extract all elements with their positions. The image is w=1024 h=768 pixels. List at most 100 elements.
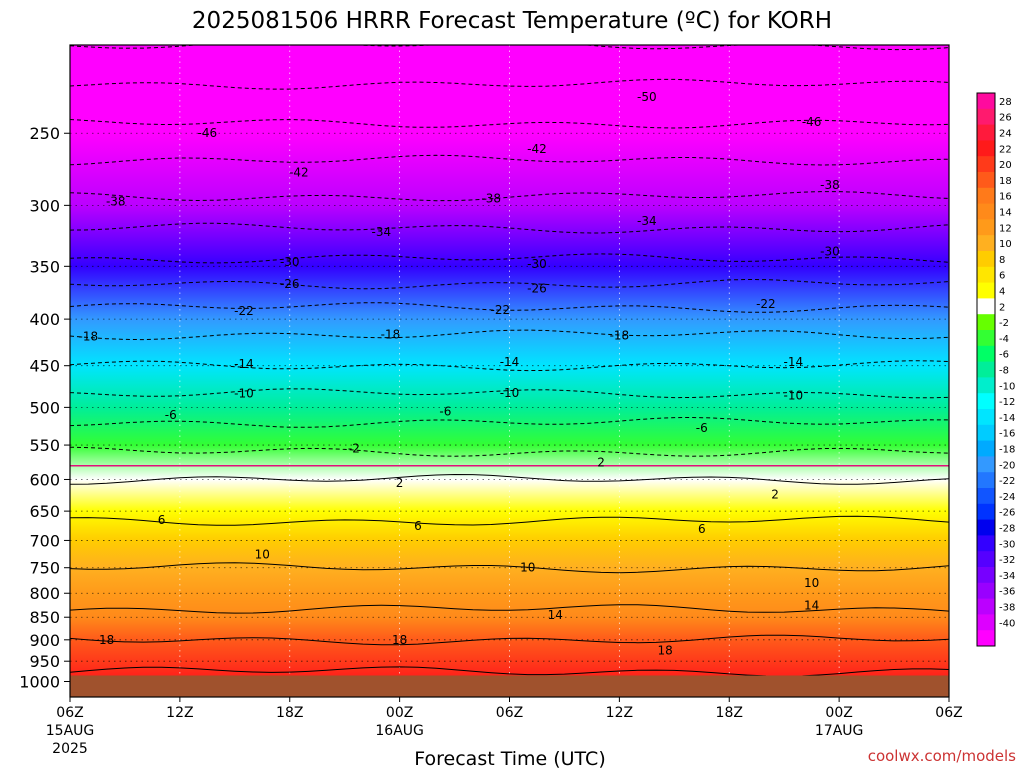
colorbar-label: -30: [999, 539, 1015, 550]
contour-label: -10: [500, 386, 520, 400]
contour-label: -2: [348, 442, 360, 456]
x-tick-label: 06Z: [935, 705, 962, 721]
colorbar-label: -26: [999, 508, 1015, 519]
x-tick-date: 15AUG: [46, 723, 95, 739]
x-tick-label: 18Z: [276, 705, 303, 721]
colorbar-swatch: [977, 503, 995, 521]
colorbar-label: -10: [999, 381, 1015, 392]
y-tick-label: 600: [29, 470, 60, 489]
y-tick-label: 950: [29, 652, 60, 671]
colorbar-label: 26: [999, 113, 1012, 124]
y-tick-label: 700: [29, 531, 60, 550]
contour-label: 2: [597, 456, 605, 470]
colorbar-swatch: [977, 535, 995, 552]
colorbar-label: -24: [999, 492, 1015, 503]
colorbar-swatch: [977, 235, 995, 252]
colorbar-label: 6: [999, 271, 1005, 282]
contour-label: -6: [439, 404, 451, 418]
y-tick-label: 850: [29, 608, 60, 627]
colorbar-swatch: [977, 377, 995, 394]
colorbar-swatch: [977, 203, 995, 220]
x-tick-year: 2025: [52, 741, 88, 757]
colorbar-swatch: [977, 472, 995, 489]
colorbar-label: -6: [999, 350, 1009, 361]
x-tick-date: 17AUG: [815, 723, 864, 739]
colorbar-label: 18: [999, 176, 1012, 187]
colorbar-swatch: [977, 456, 995, 473]
y-tick-label: 450: [29, 357, 60, 376]
colorbar-label: 14: [999, 208, 1012, 219]
contour-label: -30: [280, 255, 300, 269]
contour-label: -34: [637, 214, 657, 228]
contour-label: -34: [372, 225, 392, 239]
y-tick-label: 400: [29, 310, 60, 329]
contour-label: 10: [255, 547, 270, 561]
y-axis: 250 300 350 400 450 500 550 600 650 700 750 800 850 9…: [19, 124, 70, 691]
y-tick-label: 550: [29, 436, 60, 455]
contour-label: 10: [520, 561, 535, 575]
contour-label: 2: [396, 476, 404, 490]
colorbar-label: 16: [999, 192, 1012, 203]
colorbar-label: 20: [999, 160, 1012, 171]
y-tick-label: 300: [29, 196, 60, 215]
y-tick-label: 650: [29, 502, 60, 521]
credit-link[interactable]: coolwx.com/models: [868, 747, 1016, 765]
colorbar-frame: [976, 92, 996, 647]
contour-label: 14: [804, 598, 819, 612]
contour-label: 6: [414, 519, 422, 533]
contour-label: -38: [481, 192, 501, 206]
contour-label: 18: [658, 644, 673, 658]
colorbar-swatch: [977, 298, 995, 315]
colorbar-swatch: [977, 519, 995, 536]
x-tick-label: 06Z: [496, 705, 523, 721]
x-tick-label: 12Z: [166, 705, 193, 721]
colorbar-swatch: [977, 156, 995, 173]
contour-label: 18: [392, 633, 407, 647]
colorbar-swatch: [977, 424, 995, 442]
contour-layer: -50 -46 -46 -42 -42 -38 -38 -38 -34 -34 -30 -30 -30 -…: [70, 45, 949, 677]
contour-label: -26: [527, 281, 547, 295]
contour-label: -46: [198, 126, 218, 140]
colorbar-swatch: [977, 93, 995, 110]
chart-title: 2025081506 HRRR Forecast Temperature (ºC…: [192, 8, 832, 34]
colorbar-swatch: [977, 598, 995, 615]
colorbar-swatch: [977, 440, 995, 457]
colorbar-label: -2: [999, 318, 1009, 329]
colorbar-label: 28: [999, 97, 1012, 108]
isotherm-line: [70, 515, 949, 526]
contour-label: 6: [698, 522, 706, 536]
isotherm-line: [70, 562, 949, 574]
colorbar-swatch: [977, 124, 995, 141]
x-tick-label: 00Z: [386, 705, 413, 721]
x-tick-label: 12Z: [606, 705, 633, 721]
contour-label: -26: [280, 277, 300, 291]
contour-label: -38: [820, 178, 840, 192]
contour-label: -30: [527, 257, 547, 271]
y-tick-label: 1000: [19, 672, 60, 691]
colorbar: 28 26 24 22 20 18 16 14 12 10 8 6 4 2 -2 -4 -6 -8 -10 -12 -1…: [976, 92, 1015, 647]
x-tick-label: 00Z: [825, 705, 852, 721]
colorbar-swatch: [977, 140, 995, 157]
colorbar-label: 8: [999, 255, 1005, 266]
contour-label: 6: [158, 513, 166, 527]
colorbar-label: -20: [999, 460, 1015, 471]
contour-label: -50: [637, 90, 657, 104]
contour-label: -18: [381, 328, 401, 342]
contour-label: -38: [106, 194, 126, 208]
colorbar-label: -38: [999, 603, 1015, 614]
colorbar-label: -4: [999, 334, 1009, 345]
colorbar-swatch: [977, 330, 995, 347]
y-tick-label: 800: [29, 584, 60, 603]
colorbar-label: -16: [999, 429, 1015, 440]
contour-label: -14: [500, 355, 520, 369]
colorbar-label: -32: [999, 555, 1015, 566]
colorbar-label: -40: [999, 618, 1015, 629]
contour-label: -14: [784, 355, 804, 369]
ground-layer: [70, 675, 949, 697]
colorbar-label: -22: [999, 476, 1015, 487]
contour-label: -22: [756, 297, 776, 311]
colorbar-label: -18: [999, 445, 1015, 456]
contour-label: 18: [99, 633, 114, 647]
y-tick-label: 750: [29, 559, 60, 578]
